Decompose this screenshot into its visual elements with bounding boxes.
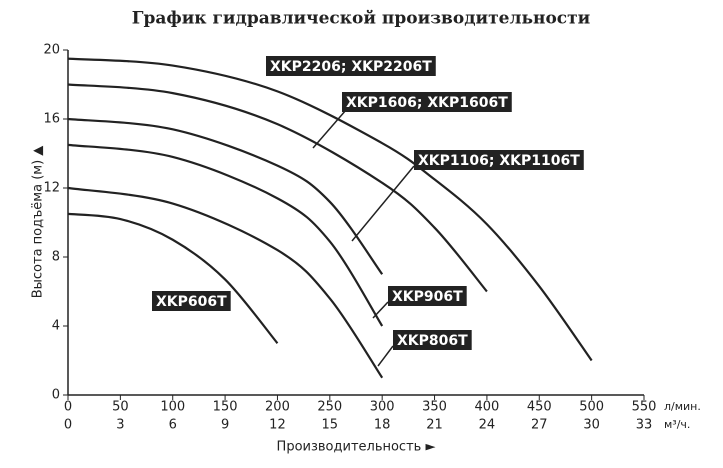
x-tick-label: 0	[64, 400, 72, 415]
x-tick-label: 250	[317, 400, 342, 415]
y-tick-label: 12	[43, 181, 60, 196]
pump-curve	[67, 212, 279, 344]
y-axis-label: Высота подъёма (м) ▲	[31, 146, 46, 299]
x2-tick-label: 15	[322, 418, 339, 433]
y-tick-label: 16	[43, 112, 60, 127]
series-label-box	[388, 286, 467, 306]
series-label-box	[152, 291, 231, 311]
leader-line	[351, 165, 415, 242]
x-tick-label: 450	[527, 400, 552, 415]
x2-tick-label: 0	[64, 418, 72, 433]
y-tick-label: 8	[52, 250, 60, 265]
x2-tick-label: 27	[531, 418, 548, 433]
series-label-box	[266, 56, 436, 76]
x-tick-label: 150	[213, 400, 238, 415]
x2-tick-label: 12	[269, 418, 286, 433]
x-tick-label: 100	[160, 400, 185, 415]
x2-tick-label: 33	[636, 418, 653, 433]
series-label: XKP1606; XKP1606T	[346, 95, 508, 111]
series-label-box	[414, 150, 584, 170]
pump-curve	[67, 83, 488, 293]
series-label: XKP2206; XKP2206T	[270, 59, 432, 75]
x-tick-label: 350	[422, 400, 447, 415]
x2-tick-label: 9	[221, 418, 229, 433]
pump-curve	[67, 117, 384, 275]
pump-curve	[67, 57, 593, 362]
pump-curve	[67, 143, 384, 327]
x2-tick-label: 6	[169, 418, 177, 433]
x-axis-label: Производительность ►	[277, 440, 436, 455]
x2-tick-label: 18	[374, 418, 391, 433]
leader-line	[312, 109, 347, 149]
x2-tick-label: 24	[479, 418, 496, 433]
series-label-box	[393, 330, 472, 350]
x-tick-label: 50	[112, 400, 129, 415]
leader-line	[377, 345, 394, 367]
x-tick-label: 500	[579, 400, 604, 415]
y-tick-label: 4	[52, 319, 60, 334]
x-tick-label: 400	[474, 400, 499, 415]
y-tick-label: 0	[52, 388, 60, 403]
x2-tick-label: 30	[583, 418, 600, 433]
x2-tick-label: 21	[426, 418, 443, 433]
series-label: XKP606T	[156, 294, 227, 310]
x-unit: л/мин.	[664, 400, 701, 413]
x-tick-label: 200	[265, 400, 290, 415]
x-tick-label: 550	[632, 400, 657, 415]
x2-tick-label: 3	[116, 418, 124, 433]
x2-unit: м³/ч.	[664, 418, 690, 431]
chart-title: График гидравлической производительности	[132, 9, 591, 29]
leader-line	[372, 301, 389, 319]
y-tick-label: 20	[43, 43, 60, 58]
x-tick-label: 300	[370, 400, 395, 415]
series-label: XKP806T	[397, 333, 468, 349]
series-label: XKP1106; XKP1106T	[418, 153, 580, 169]
pump-curve	[67, 186, 384, 379]
series-label: XKP906T	[392, 289, 463, 305]
series-label-box	[342, 92, 512, 112]
